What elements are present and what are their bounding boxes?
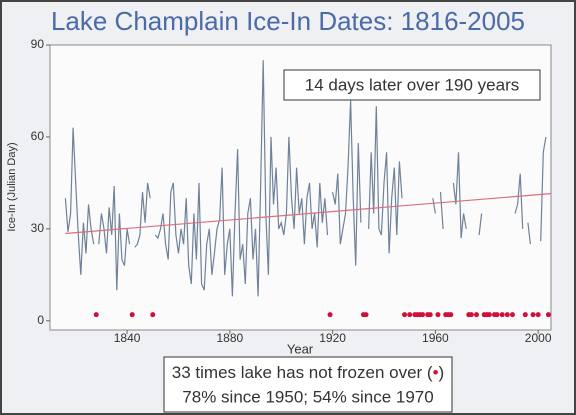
x-axis-label: Year — [287, 341, 314, 356]
point — [473, 312, 479, 318]
point — [448, 312, 454, 318]
point — [504, 312, 510, 318]
footnote: 33 times lake has not frozen over (•) — [172, 363, 444, 382]
footnote-text: 33 times lake has not frozen over ( — [172, 363, 433, 382]
point — [420, 312, 426, 318]
point — [530, 312, 536, 318]
point — [427, 312, 433, 318]
point — [407, 312, 413, 318]
x-tick-label: 1840 — [114, 331, 141, 345]
annotation: 14 days later over 190 years — [305, 75, 520, 94]
footnote-text: ) — [439, 363, 445, 382]
footnote-dot: • — [433, 363, 439, 382]
point — [363, 312, 369, 318]
point — [327, 312, 333, 318]
point — [545, 312, 551, 318]
x-tick-label: 1920 — [319, 331, 346, 345]
point — [494, 312, 500, 318]
line — [65, 193, 552, 235]
point — [522, 312, 528, 318]
point — [535, 312, 541, 318]
point — [129, 312, 135, 318]
x-tick-label: 1880 — [216, 331, 243, 345]
y-axis-label: Ice-In (Julian Day) — [6, 142, 18, 231]
chart-title: Lake Champlain Ice-In Dates: 1816-2005 — [51, 6, 525, 36]
point — [150, 312, 156, 318]
y-tick-label: 60 — [31, 129, 45, 143]
point — [499, 312, 505, 318]
point — [509, 312, 515, 318]
annotation-box — [283, 69, 541, 101]
y-tick-label: 0 — [37, 313, 44, 327]
y-tick-label: 90 — [31, 37, 45, 51]
x-tick-label: 2000 — [525, 331, 552, 345]
footnote-box — [163, 356, 453, 413]
point — [486, 312, 492, 318]
y-tick-label: 30 — [31, 221, 45, 235]
point — [402, 312, 408, 318]
point — [93, 312, 99, 318]
point — [468, 312, 474, 318]
footnote-2: 78% since 1950; 54% since 1970 — [182, 387, 433, 406]
x-tick-label: 1960 — [422, 331, 449, 345]
point — [435, 312, 441, 318]
